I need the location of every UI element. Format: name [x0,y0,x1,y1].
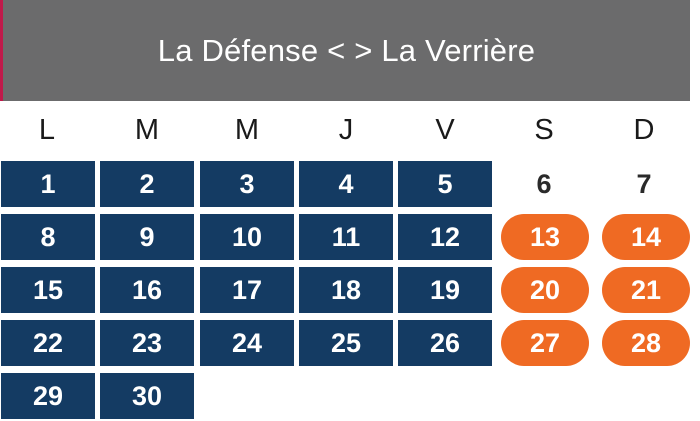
calendar-day-10[interactable]: 10 [200,214,294,260]
calendar-day-25[interactable]: 25 [299,320,393,366]
calendar-day-1[interactable]: 1 [1,161,95,207]
calendar-day-15[interactable]: 15 [1,267,95,313]
calendar-day-4[interactable]: 4 [299,161,393,207]
calendar-day-5[interactable]: 5 [398,161,492,207]
route-title: La Défense < > La Verrière [157,32,536,68]
weekday-thursday: J [338,114,354,146]
calendar-day-3[interactable]: 3 [200,161,294,207]
calendar-day-29[interactable]: 29 [1,373,95,419]
calendar-day-27[interactable]: 27 [501,320,589,366]
calendar-day-30[interactable]: 30 [100,373,194,419]
weekday-monday: L [38,114,56,146]
weekday-saturday: S [534,114,554,146]
calendar-day-11[interactable]: 11 [299,214,393,260]
calendar-day-23[interactable]: 23 [100,320,194,366]
calendar-day-19[interactable]: 19 [398,267,492,313]
calendar-day-26[interactable]: 26 [398,320,492,366]
calendar-day-8[interactable]: 8 [1,214,95,260]
weekday-sunday: D [633,114,655,146]
calendar-day-22[interactable]: 22 [1,320,95,366]
calendar-day-6: 6 [536,168,552,199]
calendar-day-21[interactable]: 21 [602,267,690,313]
calendar-day-16[interactable]: 16 [100,267,194,313]
weekday-wednesday: M [234,114,260,146]
calendar-day-24[interactable]: 24 [200,320,294,366]
calendar-day-9[interactable]: 9 [100,214,194,260]
weekday-tuesday: M [134,114,160,146]
calendar-day-14[interactable]: 14 [602,214,690,260]
calendar-day-17[interactable]: 17 [200,267,294,313]
calendar-day-13[interactable]: 13 [501,214,589,260]
calendar-day-20[interactable]: 20 [501,267,589,313]
calendar-day-7: 7 [636,168,652,199]
weekday-friday: V [435,114,455,146]
route-header: La Défense < > La Verrière [0,0,690,101]
calendar-day-12[interactable]: 12 [398,214,492,260]
calendar-day-28[interactable]: 28 [602,320,690,366]
calendar-day-2[interactable]: 2 [100,161,194,207]
calendar-day-18[interactable]: 18 [299,267,393,313]
